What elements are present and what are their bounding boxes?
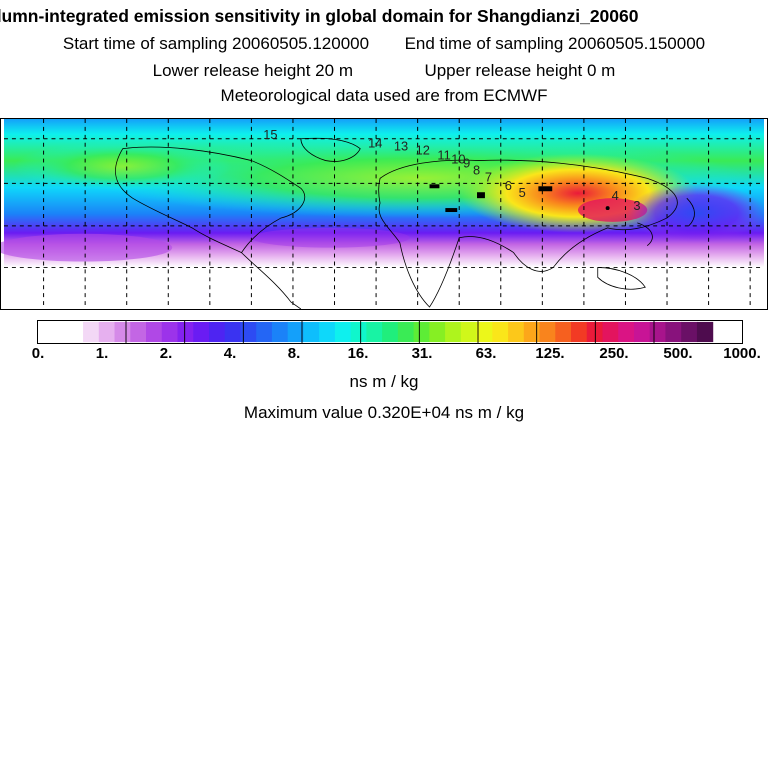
colorbar-tick-label: 0. xyxy=(31,345,45,362)
chart-title: olumn-integrated emission sensitivity in… xyxy=(0,6,639,26)
emission-sensitivity-map: 15 14 13 12 11 109 8 76 5 43 xyxy=(0,118,768,310)
colorbar-tick-label: 125. xyxy=(535,345,565,362)
sampling-times: Start time of sampling 20060505.120000 E… xyxy=(0,34,768,54)
colorbar-cell xyxy=(492,321,509,343)
lower-release-height: Lower release height 20 m xyxy=(152,61,353,80)
trajectory-label: 14 xyxy=(368,136,382,151)
trajectory-label: 15 xyxy=(263,127,277,142)
colorbar-tick-label: 1000. xyxy=(723,345,761,362)
colorbar-cell xyxy=(508,321,525,343)
colorbar-cell xyxy=(271,321,289,343)
colorbar-cell xyxy=(649,321,666,343)
colorbar-cell xyxy=(602,321,619,343)
trajectory-label: 8 xyxy=(473,162,480,177)
colorbar-cell xyxy=(193,321,210,343)
colorbar-cell xyxy=(571,321,588,343)
colorbar-cell xyxy=(681,321,698,343)
field-blue-pacific xyxy=(627,183,766,243)
colorbar-cell xyxy=(303,321,320,343)
colorbar-cell xyxy=(130,321,147,343)
colorbar-tick-label: 31. xyxy=(411,345,433,362)
trajectory-label: 10 xyxy=(451,152,465,167)
colorbar-cell xyxy=(460,321,478,343)
colorbar-cell xyxy=(633,321,651,343)
colorbar-tick-label: 63. xyxy=(475,345,497,362)
colorbar-tick-label: 2. xyxy=(159,345,173,362)
colorbar-cell xyxy=(83,321,100,343)
colorbar-cell xyxy=(319,321,336,343)
colorbar-tick-label: 1. xyxy=(95,345,109,362)
colorbar-cell xyxy=(618,321,635,343)
colorbar-unit: ns m / kg xyxy=(349,372,419,391)
field-green-west xyxy=(13,141,232,192)
colorbar-cell xyxy=(382,321,399,343)
trajectory-label: 12 xyxy=(416,143,430,158)
field-purple-south-2 xyxy=(251,227,410,248)
grid-lines xyxy=(3,119,764,309)
colorbar-cell xyxy=(240,321,257,343)
colorbar-cell xyxy=(476,321,493,343)
colorbar-cell xyxy=(224,321,242,343)
colorbar-tick-label: 250. xyxy=(599,345,629,362)
colorbar-cell xyxy=(208,321,226,343)
colorbar-cell xyxy=(161,321,179,343)
colorbar-cell xyxy=(287,321,304,343)
trajectory-label: 5 xyxy=(519,185,526,200)
release-heights: Lower release height 20 m Upper release … xyxy=(0,61,768,81)
trajectory-labels: 15 14 13 12 11 109 8 76 5 43 xyxy=(263,127,640,213)
colorbar-cell xyxy=(696,321,714,343)
colorbar-cell xyxy=(114,321,131,343)
colorbar-cell xyxy=(256,321,273,343)
upper-release-height: Upper release height 0 m xyxy=(424,61,616,80)
colorbar-cell xyxy=(397,321,415,343)
trajectory-label: 3 xyxy=(633,198,640,213)
field-purple-south xyxy=(1,233,173,262)
trajectory-label: 13 xyxy=(394,139,408,154)
colorbar-cell xyxy=(350,321,367,343)
colorbar-tick-label: 4. xyxy=(223,345,237,362)
colorbar-tick-labels: 0. 1. 2. 4. 8. 16. 31. 63. 125. 250. 500. 1000. xyxy=(0,345,768,367)
trajectory-label: 6 xyxy=(505,178,512,193)
colorbar-cell xyxy=(523,321,541,343)
colorbar-cell xyxy=(146,321,163,343)
colorbar-tick-label: 8. xyxy=(287,345,301,362)
colorbar-cell xyxy=(413,321,430,343)
colorbar-cell xyxy=(555,321,572,343)
colorbar-tick-label: 500. xyxy=(663,345,693,362)
sampling-point-markers xyxy=(429,184,610,213)
colorbar-cell xyxy=(98,321,116,343)
colorbar-cell xyxy=(429,321,446,343)
colorbar-tick-label: 16. xyxy=(347,345,369,362)
colorbar-cell xyxy=(67,321,84,343)
colorbar-cell xyxy=(177,321,194,343)
end-time: End time of sampling 20060505.150000 xyxy=(404,34,706,53)
colorbar-cell xyxy=(665,321,682,343)
colorbar-cell xyxy=(539,321,556,343)
trajectory-label: 11 xyxy=(437,148,450,163)
met-data-note: Meteorological data used are from ECMWF xyxy=(220,86,548,105)
start-time: Start time of sampling 20060505.120000 xyxy=(62,34,370,53)
colorbar-cell xyxy=(366,321,383,343)
trajectory-label: 9 xyxy=(463,155,470,170)
trajectory-label: 7 xyxy=(485,169,492,184)
trajectory-label: 4 xyxy=(612,188,619,203)
colorbar-cell xyxy=(334,321,352,343)
colorbar-cell xyxy=(445,321,462,343)
colorbar xyxy=(37,320,743,344)
maximum-value-text: Maximum value 0.320E+04 ns m / kg xyxy=(243,403,525,422)
